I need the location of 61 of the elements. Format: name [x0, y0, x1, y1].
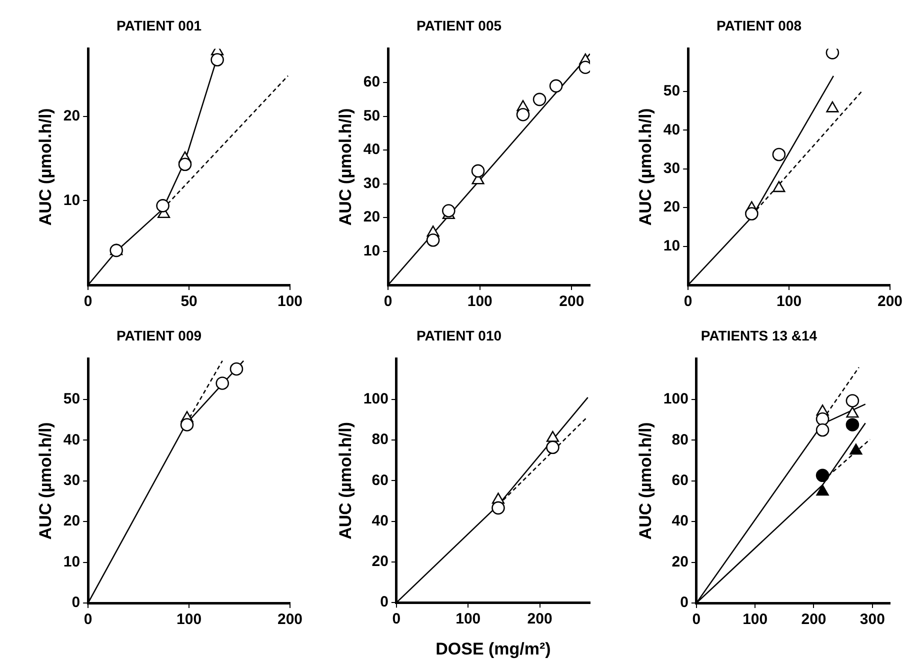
x-tick-label: 200	[527, 610, 552, 628]
chart-title: PATIENT 005	[416, 17, 502, 34]
y-tick-label: 10	[63, 192, 80, 209]
y-tick-label: 40	[372, 512, 388, 530]
x-axis-title: DOSE (mg/m²)	[436, 639, 551, 658]
x-tick-label: 100	[277, 293, 303, 310]
y-tick-label: 10	[63, 553, 80, 570]
y-tick-label: 20	[63, 107, 80, 124]
y-tick-label: 20	[372, 553, 388, 570]
x-tick-label: 0	[84, 293, 92, 310]
x-tick-label: 0	[392, 610, 401, 628]
y-tick-label: 60	[672, 472, 688, 490]
x-tick-label: 100	[456, 610, 481, 628]
y-tick-label: 20	[672, 553, 688, 570]
y-tick-label: 30	[663, 160, 680, 177]
y-tick-label: 0	[680, 594, 688, 612]
x-tick-label: 200	[801, 611, 826, 628]
x-tick-label: 0	[84, 611, 92, 628]
x-tick-label: 200	[559, 293, 584, 310]
y-axis-title: AUC (µmol.h/l)	[336, 108, 355, 226]
y-tick-label: 20	[663, 198, 680, 216]
y-axis-title: AUC (µmol.h/l)	[36, 422, 55, 540]
y-tick-label: 50	[63, 390, 80, 408]
y-axis-title: AUC (µmol.h/l)	[336, 422, 355, 540]
y-tick-label: 80	[372, 431, 388, 448]
y-tick-label: 40	[663, 121, 680, 138]
y-tick-label: 30	[63, 472, 80, 490]
y-tick-label: 20	[63, 512, 80, 530]
y-tick-label: 10	[663, 237, 680, 254]
y-tick-label: 40	[363, 141, 380, 158]
x-tick-label: 100	[776, 293, 802, 310]
y-tick-label: 80	[672, 431, 688, 448]
y-tick-label: 20	[363, 208, 380, 226]
y-axis-title: AUC (µmol.h/l)	[636, 108, 655, 226]
y-tick-label: 60	[363, 74, 380, 91]
y-tick-label: 30	[363, 174, 380, 192]
y-tick-label: 50	[663, 82, 680, 100]
y-tick-label: 60	[372, 472, 388, 489]
x-tick-label: 300	[860, 611, 885, 628]
x-tick-label: 200	[277, 611, 303, 628]
chart-title: PATIENT 009	[116, 327, 202, 344]
y-tick-label: 0	[72, 594, 80, 612]
y-tick-label: 10	[363, 242, 380, 260]
chart-title: PATIENTS 13 &14	[700, 327, 818, 344]
y-tick-label: 0	[380, 594, 388, 611]
chart-title: PATIENT 010	[416, 327, 502, 344]
y-tick-label: 100	[663, 390, 688, 408]
y-tick-label: 40	[672, 512, 688, 530]
chart-title: PATIENT 008	[716, 17, 802, 34]
x-tick-label: 100	[467, 293, 492, 310]
y-axis-title: AUC (µmol.h/l)	[36, 108, 55, 226]
y-axis-title: AUC (µmol.h/l)	[636, 422, 655, 540]
y-tick-label: 100	[363, 390, 388, 408]
y-tick-label: 50	[363, 107, 380, 124]
x-tick-label: 0	[692, 611, 701, 628]
chart-title: PATIENT 001	[116, 17, 202, 34]
x-tick-label: 200	[877, 293, 903, 310]
x-tick-label: 100	[176, 611, 202, 628]
x-tick-label: 50	[180, 293, 198, 310]
x-tick-label: 100	[742, 611, 768, 628]
y-tick-label: 40	[63, 431, 80, 448]
